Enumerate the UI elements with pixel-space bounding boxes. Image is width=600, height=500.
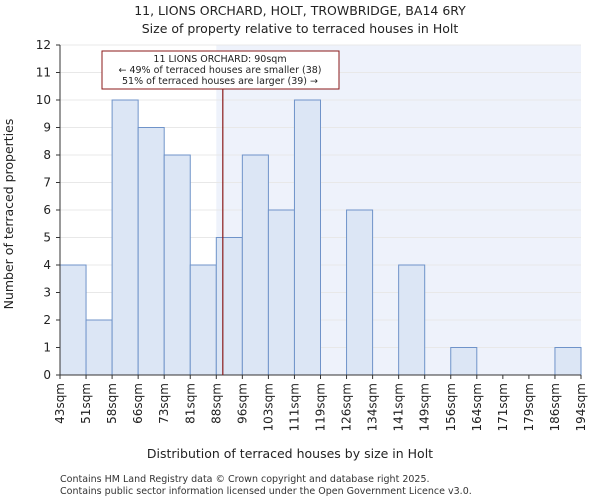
bar-81sqm: [189, 264, 217, 376]
annotation-line-3: 51% of terraced houses are larger (39) →: [122, 76, 318, 87]
bar-66sqm: [137, 127, 165, 376]
bar-156sqm: [450, 347, 478, 376]
footer-line-2: Contains public sector information licen…: [60, 486, 472, 497]
y-tick-label: 10: [36, 93, 51, 107]
x-tick-label: 149sqm: [418, 383, 432, 431]
y-tick-label: 6: [43, 203, 51, 217]
x-tick-label: 134sqm: [366, 383, 380, 431]
annotation-box: 11 LIONS ORCHARD: 90sqm ← 49% of terrace…: [101, 50, 340, 90]
x-tick-label: 51sqm: [79, 383, 93, 424]
bar-58sqm: [111, 99, 139, 376]
y-tick-label: 8: [43, 148, 51, 162]
y-tick-label: 4: [43, 258, 51, 272]
chart-title: 11, LIONS ORCHARD, HOLT, TROWBRIDGE, BA1…: [134, 3, 466, 18]
y-tick-label: 2: [43, 313, 51, 327]
x-tick-label: 179sqm: [522, 383, 536, 431]
x-tick-label: 58sqm: [105, 383, 119, 424]
x-tick-label: 81sqm: [183, 383, 197, 424]
annotation-line-2: ← 49% of terraced houses are smaller (38…: [118, 65, 321, 76]
x-tick-label: 119sqm: [314, 383, 328, 431]
x-tick-label: 73sqm: [157, 383, 171, 424]
bar-141sqm: [398, 264, 426, 376]
x-tick-label: 96sqm: [235, 383, 249, 424]
y-tick-label: 3: [43, 286, 51, 300]
bar-73sqm: [163, 154, 191, 376]
bar-96sqm: [241, 154, 269, 376]
x-tick-label: 103sqm: [261, 383, 275, 431]
annotation-line-1: 11 LIONS ORCHARD: 90sqm: [153, 54, 286, 65]
x-tick-label: 43sqm: [53, 383, 67, 424]
annotation-frame: [101, 50, 340, 90]
y-tick-label: 5: [43, 231, 51, 245]
y-axis-label: Number of terraced properties: [1, 119, 16, 310]
y-tick-label: 12: [36, 38, 51, 52]
x-tick-label: 141sqm: [392, 383, 406, 431]
bar-88sqm: [215, 237, 243, 376]
bar-43sqm: [59, 264, 87, 376]
bar-103sqm: [267, 209, 295, 376]
x-tick-label: 88sqm: [209, 383, 223, 424]
x-tick-label: 171sqm: [496, 383, 510, 431]
y-tick-label: 11: [36, 66, 51, 80]
bar-111sqm: [293, 99, 322, 376]
x-tick-label: 126sqm: [340, 383, 354, 431]
x-tick-label: 66sqm: [131, 383, 145, 424]
x-tick-label: 111sqm: [287, 383, 301, 431]
x-axis-label: Distribution of terraced houses by size …: [147, 446, 433, 461]
y-tick-label: 0: [43, 368, 51, 382]
x-tick-label: 194sqm: [574, 383, 588, 431]
bar-126sqm: [346, 209, 374, 376]
y-tick-label: 7: [43, 176, 51, 190]
x-tick-label: 164sqm: [470, 383, 484, 431]
y-tick-label: 1: [43, 341, 51, 355]
x-tick-label: 156sqm: [444, 383, 458, 431]
footer-line-1: Contains HM Land Registry data © Crown c…: [60, 474, 430, 485]
bar-186sqm: [554, 347, 582, 376]
chart-subtitle: Size of property relative to terraced ho…: [142, 21, 459, 36]
bar-51sqm: [85, 319, 113, 376]
x-tick-label: 186sqm: [548, 383, 562, 431]
y-tick-label: 9: [43, 121, 51, 135]
